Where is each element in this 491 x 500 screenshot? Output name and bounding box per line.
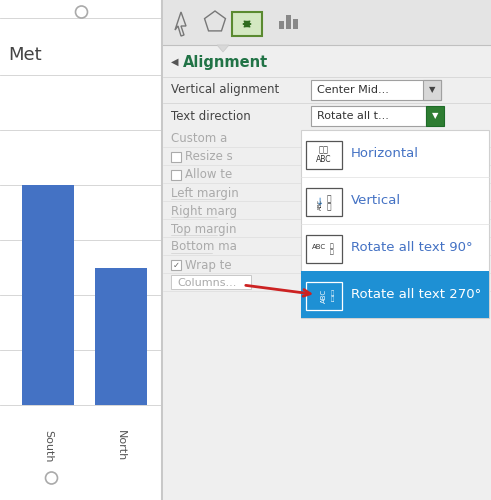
Text: ▼: ▼: [432, 112, 438, 120]
Text: Alignment: Alignment: [183, 54, 268, 70]
Bar: [306, 235, 342, 263]
Bar: [171, 260, 181, 270]
Text: Custom a: Custom a: [171, 132, 227, 145]
Text: ↓: ↓: [316, 197, 324, 207]
Polygon shape: [217, 45, 229, 52]
Bar: [22, 185, 74, 405]
Text: 문
자: 문 자: [330, 243, 334, 255]
Text: Rotate all t...: Rotate all t...: [317, 111, 389, 121]
Text: Wrap te: Wrap te: [185, 258, 232, 272]
Bar: [171, 170, 181, 180]
Text: Resize s: Resize s: [185, 150, 233, 164]
Text: Rotate all text 270°: Rotate all text 270°: [351, 288, 481, 301]
FancyBboxPatch shape: [232, 12, 262, 36]
Text: 字: 字: [327, 202, 331, 211]
Text: Columns...: Columns...: [177, 278, 236, 288]
Bar: [163, 0, 491, 45]
Text: Met: Met: [8, 46, 42, 64]
Bar: [171, 152, 181, 162]
Bar: [306, 282, 342, 310]
Text: 文: 文: [327, 194, 331, 203]
Text: Right marg: Right marg: [171, 204, 237, 218]
Bar: [286, 15, 291, 29]
Text: Horizontal: Horizontal: [351, 147, 419, 160]
Text: ABC: ABC: [312, 244, 326, 250]
Text: Top margin: Top margin: [171, 222, 237, 235]
Bar: [171, 275, 251, 289]
Text: Text direction: Text direction: [171, 110, 251, 122]
Text: ▼: ▼: [429, 86, 435, 94]
Text: ✓: ✓: [172, 260, 180, 270]
Bar: [426, 106, 444, 126]
Text: ABC: ABC: [316, 156, 332, 164]
Bar: [95, 268, 147, 405]
Text: North: North: [116, 430, 126, 461]
Text: Rotate all text 90°: Rotate all text 90°: [351, 241, 473, 254]
Text: South: South: [43, 430, 53, 462]
Bar: [311, 80, 441, 100]
Text: Vertical: Vertical: [351, 194, 401, 207]
Bar: [306, 141, 342, 169]
Bar: [279, 21, 284, 29]
Text: Center Mid...: Center Mid...: [317, 85, 389, 95]
Text: Vertical alignment: Vertical alignment: [171, 84, 279, 96]
Text: ABC: ABC: [321, 289, 327, 303]
Text: 文字: 文字: [319, 146, 329, 154]
Text: Left margin: Left margin: [171, 186, 239, 200]
Bar: [293, 19, 298, 29]
Bar: [301, 130, 489, 318]
Text: Allow te: Allow te: [185, 168, 232, 181]
Bar: [306, 188, 342, 216]
Text: 문
자: 문 자: [330, 290, 333, 302]
Text: ◀: ◀: [171, 57, 179, 67]
Bar: [301, 271, 489, 318]
Text: Bottom ma: Bottom ma: [171, 240, 237, 254]
Bar: [423, 80, 441, 100]
Bar: [311, 106, 426, 126]
Text: ABC: ABC: [318, 198, 323, 209]
